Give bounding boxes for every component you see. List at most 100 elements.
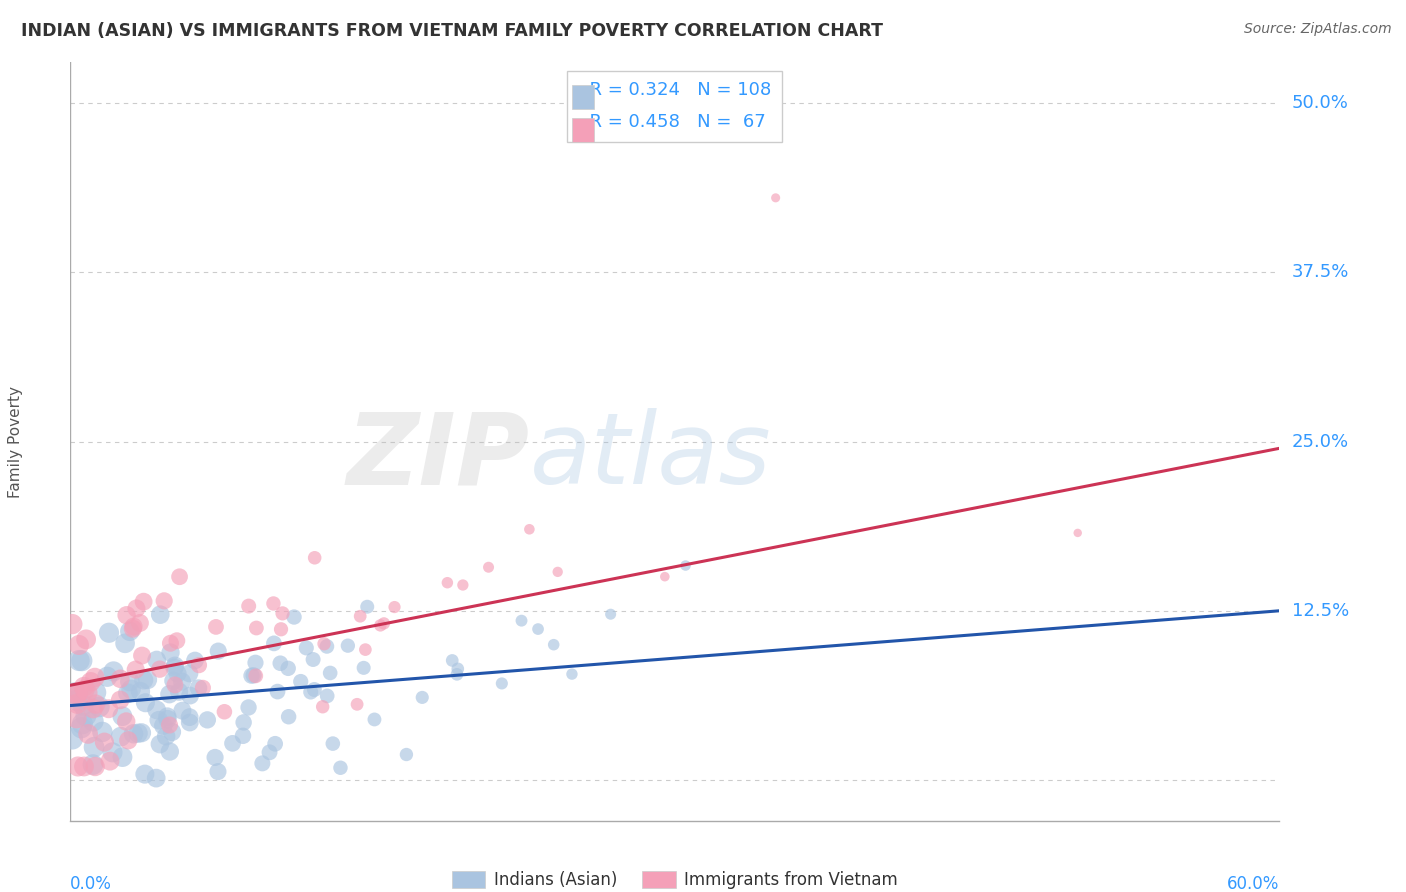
Point: [73, 759, 96, 773]
Point: [73, 680, 96, 694]
Point: [111, 750, 134, 764]
Point: [349, 609, 371, 624]
Point: [163, 678, 186, 692]
Point: [149, 662, 172, 676]
Point: [60, 617, 83, 632]
Text: 12.5%: 12.5%: [1292, 602, 1348, 620]
Point: [319, 665, 342, 680]
Point: [83, 740, 105, 755]
Point: [238, 599, 260, 613]
Point: [290, 674, 312, 689]
Text: Source: ZipAtlas.com: Source: ZipAtlas.com: [1244, 22, 1392, 37]
Point: [195, 713, 218, 727]
Point: [111, 709, 134, 723]
Point: [356, 599, 378, 614]
Legend: Indians (Asian), Immigrants from Vietnam: Indians (Asian), Immigrants from Vietnam: [446, 864, 904, 892]
Point: [179, 715, 201, 730]
Point: [72, 698, 94, 712]
Point: [187, 681, 209, 695]
Point: [172, 704, 194, 718]
Point: [115, 608, 138, 623]
Point: [264, 737, 287, 751]
Point: [115, 714, 138, 729]
Point: [166, 666, 188, 681]
Point: [131, 725, 153, 739]
Point: [70, 654, 93, 668]
Point: [160, 725, 183, 739]
Point: [765, 191, 787, 205]
Point: [134, 767, 156, 781]
Point: [148, 713, 170, 727]
Point: [166, 633, 188, 648]
Point: [153, 594, 176, 608]
Point: [118, 624, 141, 639]
Point: [547, 565, 569, 579]
Point: [101, 745, 124, 759]
Point: [114, 636, 136, 650]
Point: [93, 735, 115, 749]
Point: [66, 685, 89, 699]
Point: [120, 682, 142, 697]
Point: [82, 757, 104, 772]
Point: [84, 697, 107, 711]
Point: [436, 575, 458, 590]
Point: [395, 747, 418, 762]
Point: [519, 522, 541, 536]
Point: [277, 710, 299, 724]
Point: [157, 687, 180, 701]
Point: [269, 657, 291, 671]
Point: [441, 653, 464, 667]
Point: [599, 607, 621, 622]
Point: [451, 578, 474, 592]
Point: [311, 699, 333, 714]
Point: [159, 745, 181, 759]
Point: [73, 682, 96, 697]
Point: [132, 595, 155, 609]
Point: [155, 729, 177, 743]
Point: [259, 745, 281, 759]
Text: 50.0%: 50.0%: [1292, 94, 1348, 112]
Point: [304, 682, 326, 697]
Point: [98, 754, 121, 768]
Point: [125, 601, 148, 615]
Point: [89, 700, 111, 714]
Point: [60, 731, 83, 746]
Point: [145, 703, 167, 717]
Point: [346, 698, 368, 712]
Point: [242, 668, 264, 682]
Point: [149, 737, 172, 751]
Point: [191, 681, 214, 695]
Point: [159, 646, 181, 660]
Point: [510, 614, 533, 628]
Point: [240, 669, 263, 683]
Point: [187, 658, 209, 673]
Point: [98, 625, 121, 640]
Point: [83, 670, 105, 684]
Point: [543, 638, 565, 652]
Point: [207, 644, 229, 658]
Point: [122, 727, 145, 741]
Point: [1067, 525, 1090, 540]
Point: [72, 716, 94, 731]
Point: [156, 709, 179, 723]
Point: [136, 673, 159, 687]
Point: [76, 686, 98, 700]
Point: [179, 710, 201, 724]
Point: [245, 656, 267, 670]
Point: [270, 622, 292, 636]
Point: [122, 619, 145, 633]
Point: [262, 597, 284, 611]
Point: [149, 607, 172, 622]
Point: [221, 736, 243, 750]
Point: [110, 730, 132, 744]
FancyBboxPatch shape: [572, 118, 593, 142]
Point: [124, 663, 146, 677]
Point: [184, 653, 207, 667]
Point: [411, 690, 433, 705]
Point: [152, 718, 174, 732]
Point: [384, 600, 406, 615]
Point: [132, 673, 155, 687]
Point: [118, 674, 141, 689]
Point: [131, 648, 153, 663]
Point: [75, 708, 97, 723]
